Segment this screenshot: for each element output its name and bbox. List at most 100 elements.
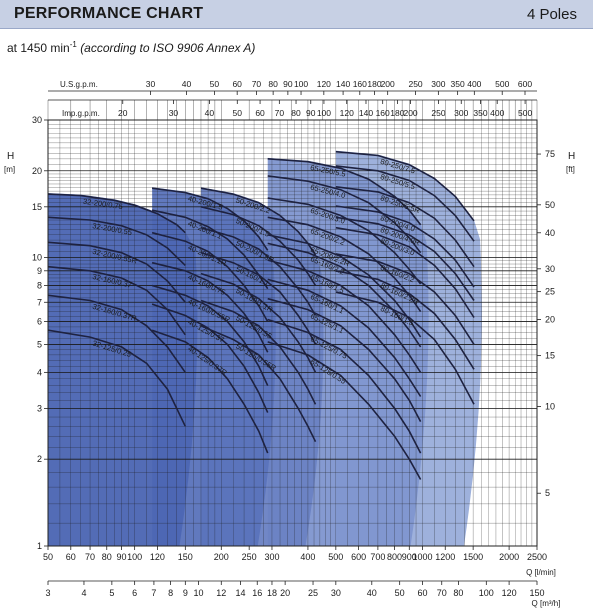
curve-32-200/0.55R [48, 241, 186, 303]
y-tick-label: 15 [32, 202, 42, 212]
x-tick-label: 1500 [463, 552, 483, 562]
x3-tick-label: 50 [210, 79, 220, 89]
x-tick-label: 700 [370, 552, 385, 562]
x4-tick-label: 300 [454, 108, 468, 118]
x4-tick-label: 30 [169, 108, 179, 118]
x-tick-label: 150 [178, 552, 193, 562]
x4-axis-label: Imp.g.p.m. [62, 109, 100, 118]
x-tick-label: 70 [85, 552, 95, 562]
curve-80-160/1.5 [335, 291, 475, 405]
x2-tick-label: 150 [529, 588, 544, 598]
curve-50-125/0.55 [200, 299, 317, 405]
x3-tick-label: 300 [431, 79, 445, 89]
x3-tick-label: 200 [381, 79, 395, 89]
x-tick-label: 800 [387, 552, 402, 562]
curve-65-250/4.0 [267, 175, 422, 254]
curve-32-160/0.37R [48, 294, 186, 373]
poles-label: 4 Poles [526, 6, 577, 23]
curve-40-200/1.1R [151, 231, 269, 322]
x3-tick-label: 80 [268, 79, 278, 89]
chart-header: PERFORMANCE CHART 4 Poles [0, 0, 593, 29]
x3-tick-label: 350 [451, 79, 465, 89]
x2-tick-label: 60 [417, 588, 427, 598]
x-tick-label: 400 [300, 552, 315, 562]
y-tick-label: 8 [37, 281, 42, 291]
x-tick-label: 80 [102, 552, 112, 562]
curve-65-125/0.55 [267, 341, 422, 480]
x3-tick-label: 180 [367, 79, 381, 89]
x3-tick-label: 30 [146, 79, 156, 89]
x4-tick-label: 40 [205, 108, 215, 118]
y2-tick-label: 30 [545, 264, 555, 274]
curve-65-160/1.5 [267, 259, 422, 373]
x4-tick-label: 100 [317, 108, 331, 118]
y-tick-label: 9 [37, 266, 42, 276]
curve-50-200/1.5 [200, 206, 317, 286]
curve-32-125/0.25 [48, 329, 187, 427]
x4-tick-label: 250 [431, 108, 445, 118]
x2-tick-label: 6 [132, 588, 137, 598]
x3-tick-label: 500 [495, 79, 509, 89]
x2-tick-label: 9 [183, 588, 188, 598]
curve-65-200/2.2 [267, 216, 422, 313]
y2-tick-label: 10 [545, 401, 555, 411]
x2-tick-label: 8 [168, 588, 173, 598]
y-tick-label: 5 [37, 339, 42, 349]
x4-tick-label: 80 [291, 108, 301, 118]
curve-80-200/3.0 [335, 226, 475, 318]
curve-40-160/0.55R [151, 284, 269, 386]
x3-tick-label: 600 [518, 79, 532, 89]
x-tick-label: 60 [66, 552, 76, 562]
x3-tick-label: 60 [232, 79, 242, 89]
x-tick-label: 90 [116, 552, 126, 562]
curve-65-125/1.1 [267, 297, 422, 422]
x-tick-label: 1200 [435, 552, 455, 562]
x2-tick-label: 40 [367, 588, 377, 598]
x-tick-label: 200 [214, 552, 229, 562]
x-tick-label: 2500 [527, 552, 547, 562]
y2-tick-label: 20 [545, 315, 555, 325]
x3-tick-label: 90 [283, 79, 293, 89]
x-tick-label: 300 [264, 552, 279, 562]
curve-65-200/2.2R [267, 234, 422, 338]
x4-tick-label: 70 [275, 108, 285, 118]
curve-50-125/0.55R [200, 325, 317, 443]
curve-65-250/5.5 [267, 158, 422, 226]
x3-tick-label: 160 [353, 79, 367, 89]
x3-tick-label: 400 [467, 79, 481, 89]
x-tick-label: 500 [328, 552, 343, 562]
x2-tick-label: 4 [81, 588, 86, 598]
standard-label: (according to ISO 9906 Annex A) [80, 41, 256, 55]
speed-label: at 1450 min [7, 41, 70, 55]
x3-tick-label: 40 [182, 79, 192, 89]
x4-tick-label: 120 [340, 108, 354, 118]
curve-32-200/0.55 [48, 216, 186, 266]
x-tick-label: 900 [402, 552, 417, 562]
band-fill-32 [48, 193, 198, 546]
x4-tick-label: 140 [359, 108, 373, 118]
x2-tick-label: 70 [437, 588, 447, 598]
curve-80-160/2.2 [335, 253, 475, 345]
curve-80-200/4.0R [335, 216, 475, 301]
y-tick-label: 3 [37, 403, 42, 413]
y-tick-label: 7 [37, 297, 42, 307]
y2-tick-label: 50 [545, 200, 555, 210]
x4-tick-label: 200 [403, 108, 417, 118]
y2-tick-label: 15 [545, 351, 555, 361]
curve-80-250/7.5 [335, 150, 475, 222]
x4-tick-label: 500 [518, 108, 532, 118]
x4-tick-label: 90 [306, 108, 316, 118]
x3-tick-label: 100 [294, 79, 308, 89]
x2-tick-label: 100 [479, 588, 494, 598]
y2-axis-unit: [ft] [566, 165, 575, 174]
page-title: PERFORMANCE CHART [14, 5, 204, 22]
x2-tick-label: 14 [236, 588, 246, 598]
y-tick-label: 10 [32, 253, 42, 263]
y2-axis-label: H [568, 151, 575, 162]
y-tick-label: 1 [37, 541, 42, 551]
x4-tick-label: 50 [233, 108, 243, 118]
x-tick-label: 100 [127, 552, 142, 562]
y2-tick-label: 40 [545, 228, 555, 238]
y2-tick-label: 5 [545, 488, 550, 498]
